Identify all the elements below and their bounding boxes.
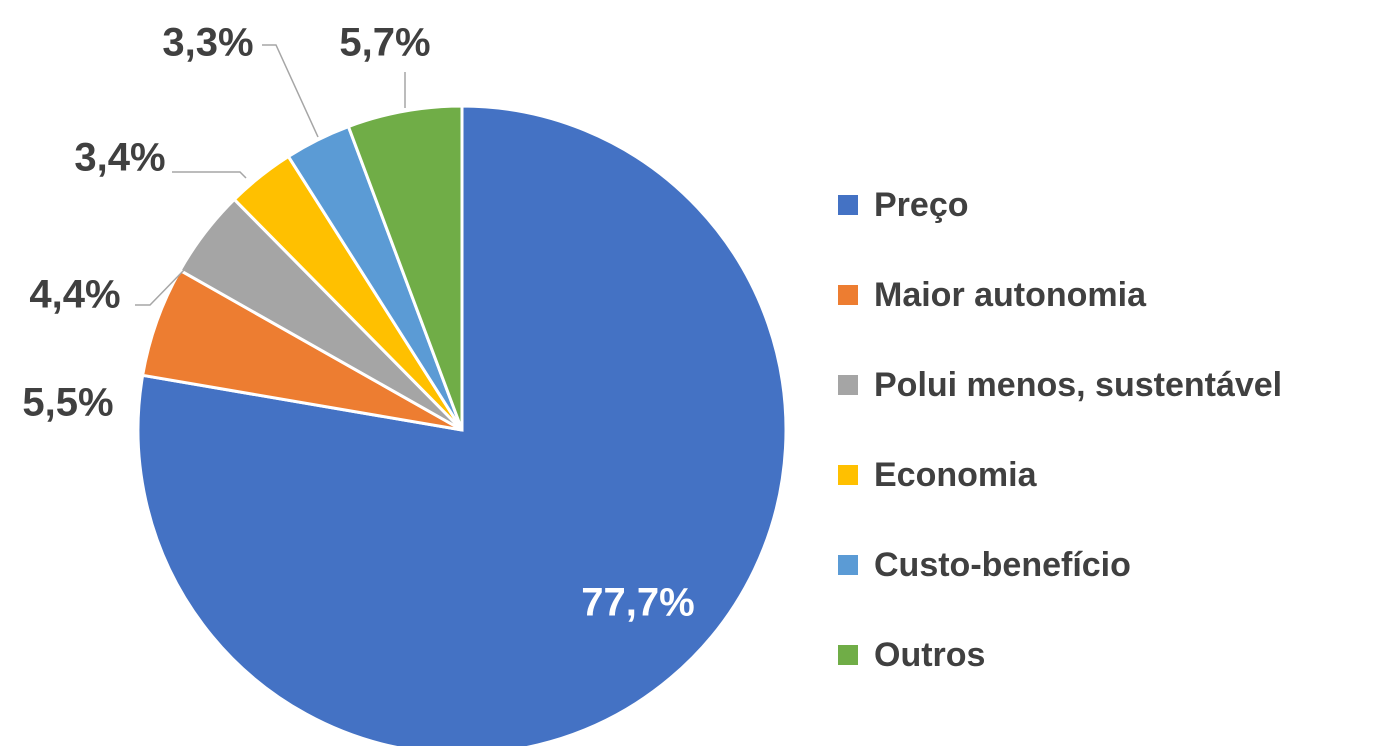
legend-swatch — [838, 375, 858, 395]
legend-swatch — [838, 285, 858, 305]
legend-label: Custo-benefício — [874, 546, 1131, 584]
leader-line — [135, 267, 187, 306]
data-label: 3,4% — [74, 136, 165, 180]
leader-line — [262, 44, 319, 138]
data-label: 3,3% — [162, 21, 253, 65]
legend-label: Outros — [874, 636, 985, 674]
legend-label: Economia — [874, 456, 1038, 494]
leader-line — [172, 171, 247, 179]
legend-swatch — [838, 465, 858, 485]
data-label: 5,7% — [339, 21, 430, 65]
legend-swatch — [838, 645, 858, 665]
legend-label: Polui menos, sustentável — [874, 366, 1282, 404]
data-label: 4,4% — [29, 273, 120, 317]
legend-label: Preço — [874, 186, 969, 224]
data-label: 5,5% — [22, 381, 113, 425]
legend-label: Maior autonomia — [874, 276, 1147, 314]
data-label: 77,7% — [581, 581, 694, 625]
legend-swatch — [838, 555, 858, 575]
pie-slice — [346, 104, 464, 431]
legend-swatch — [838, 195, 858, 215]
